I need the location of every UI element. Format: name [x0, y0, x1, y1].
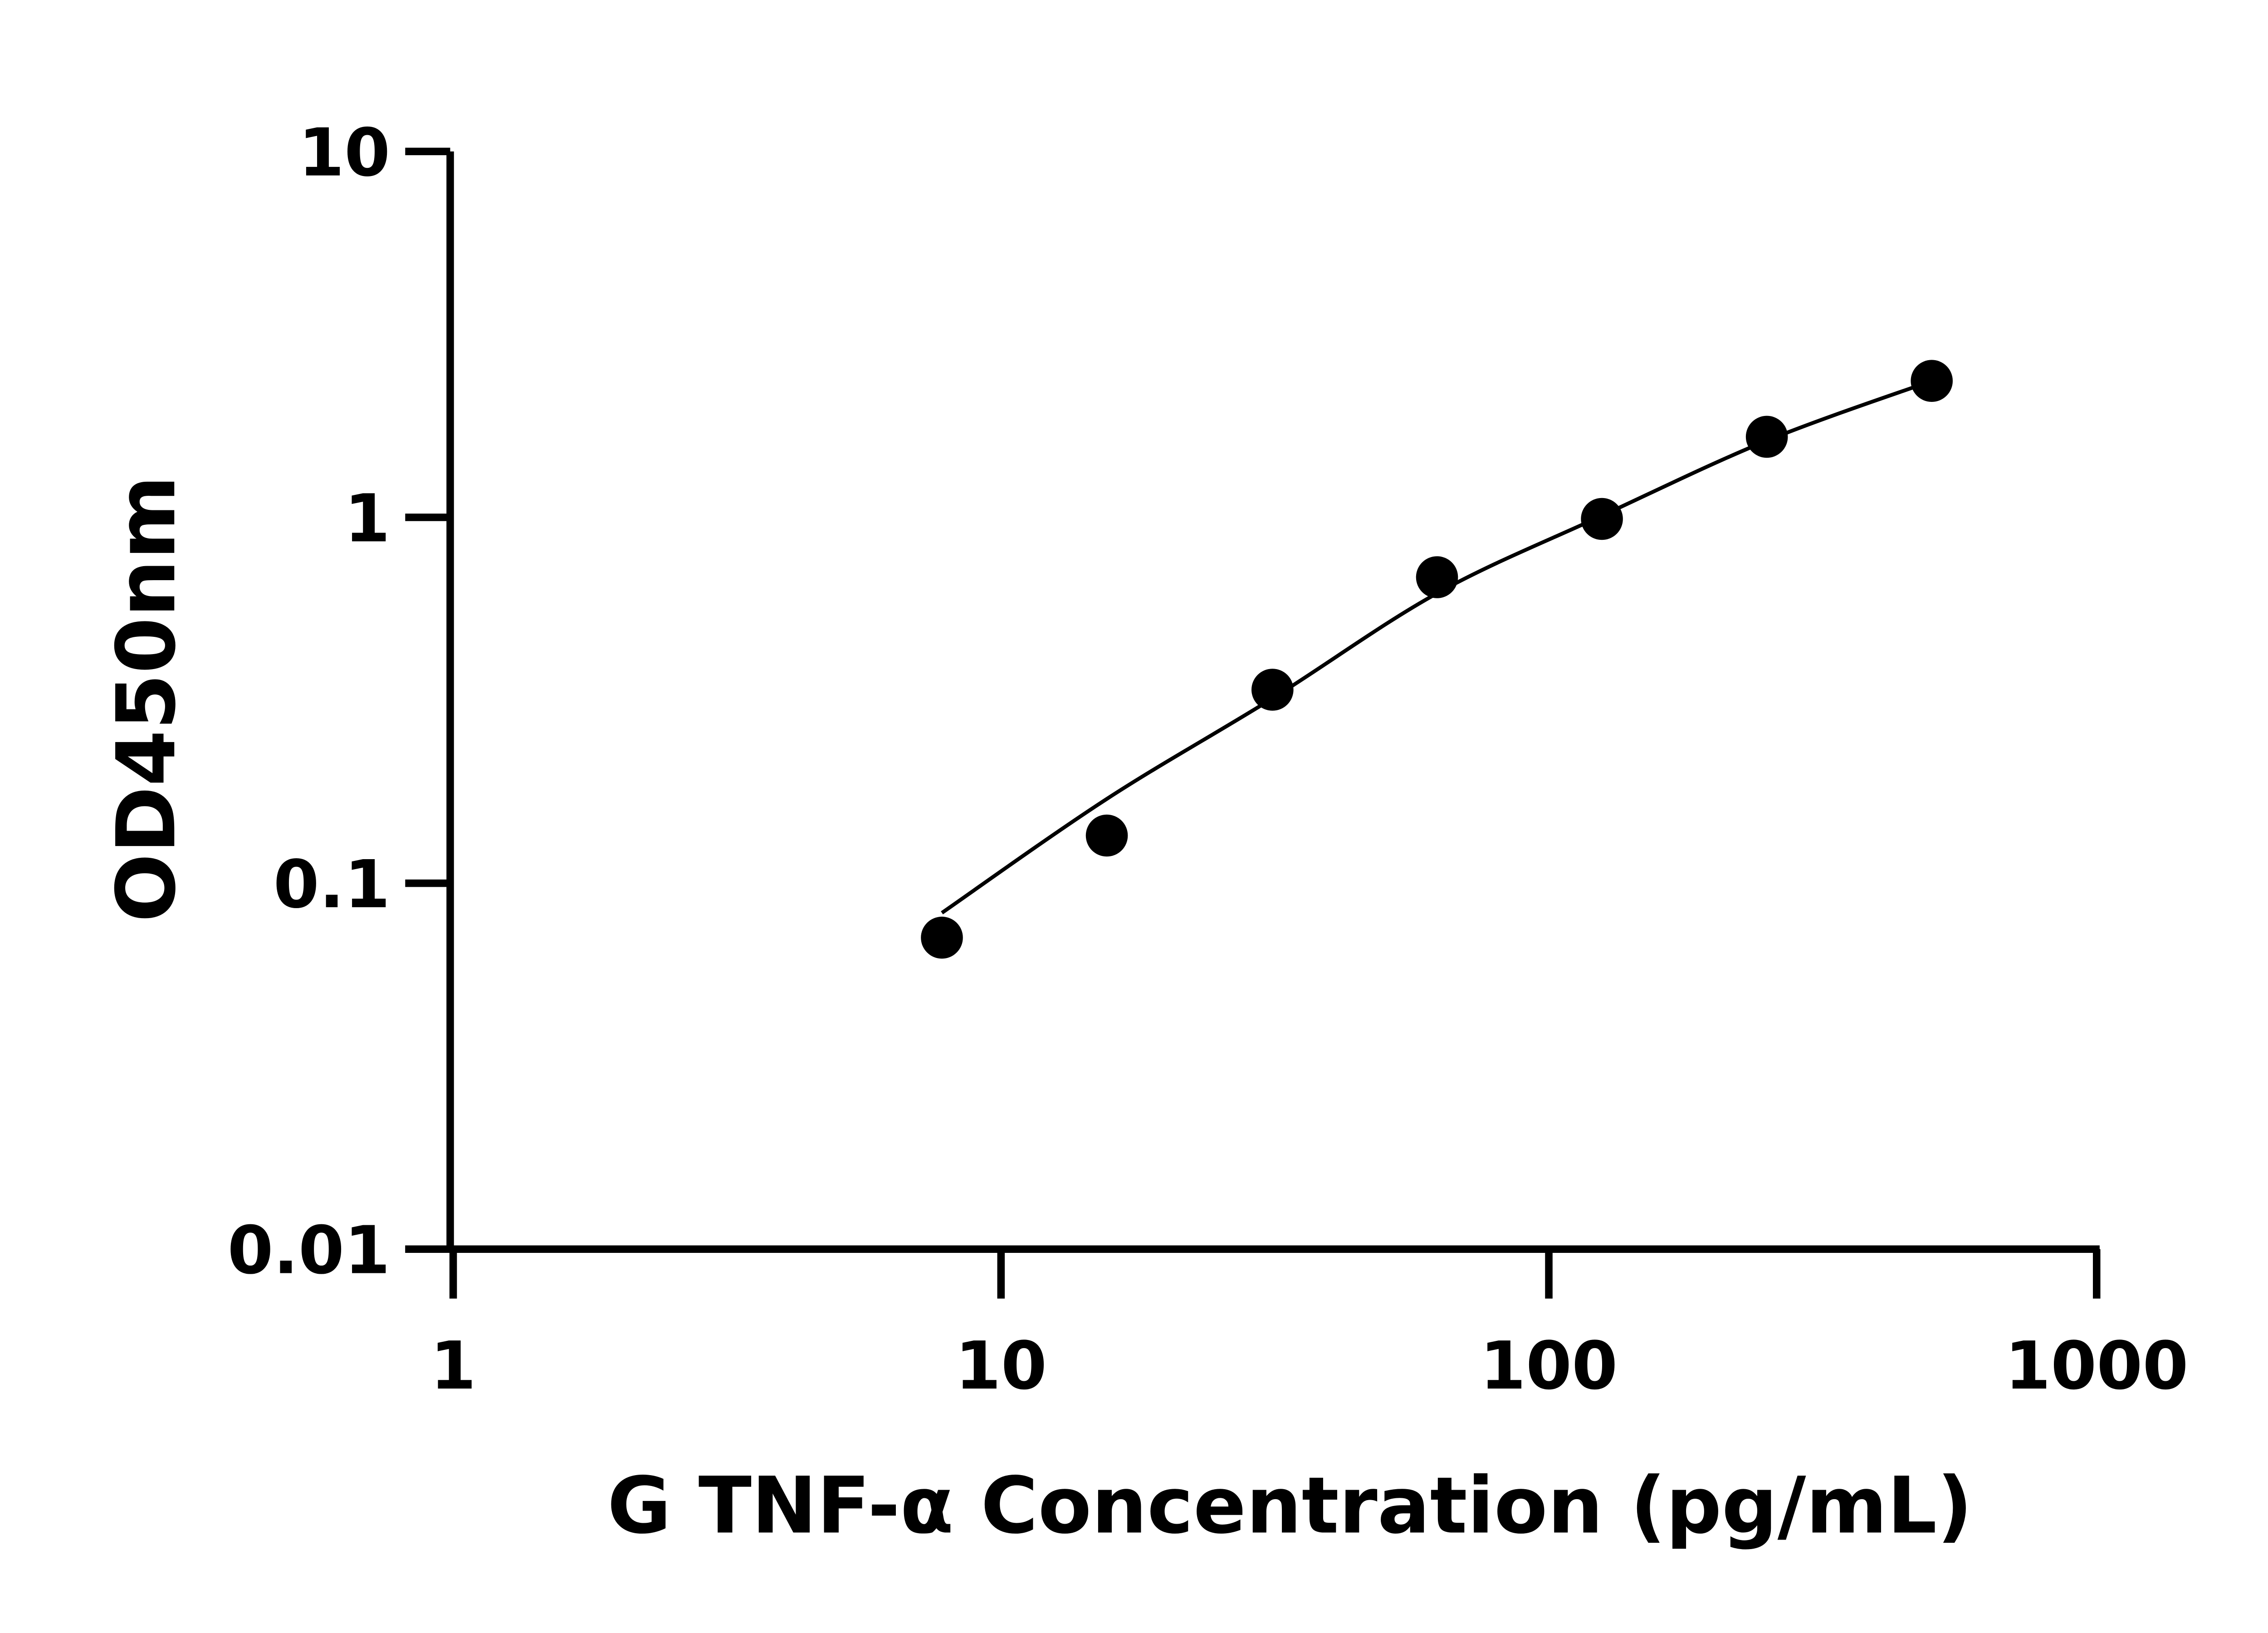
x-tick-label: 1000 [2005, 1328, 2189, 1404]
data-point [1745, 416, 1788, 458]
data-point [1581, 498, 1623, 540]
y-tick-label: 0.1 [274, 846, 391, 923]
y-axis-label: OD450nm [99, 475, 194, 923]
y-tick-label: 0.01 [227, 1213, 390, 1289]
x-tick-label: 10 [955, 1328, 1047, 1404]
x-axis-label: G TNF-α Concentration (pg/mL) [607, 1460, 1973, 1551]
data-point [1251, 669, 1294, 711]
data-point [921, 916, 963, 959]
data-point [1416, 556, 1458, 598]
y-tick-label: 1 [344, 480, 390, 557]
data-point [1911, 360, 1953, 402]
axes: 0.01 0.1 1 10 1 10 100 1000 [227, 115, 2188, 1404]
x-tick-label: 1 [430, 1328, 476, 1404]
data-points [921, 360, 1953, 959]
data-point [1085, 814, 1128, 857]
x-tick-label: 100 [1480, 1328, 1618, 1404]
y-tick-label: 10 [298, 115, 390, 191]
